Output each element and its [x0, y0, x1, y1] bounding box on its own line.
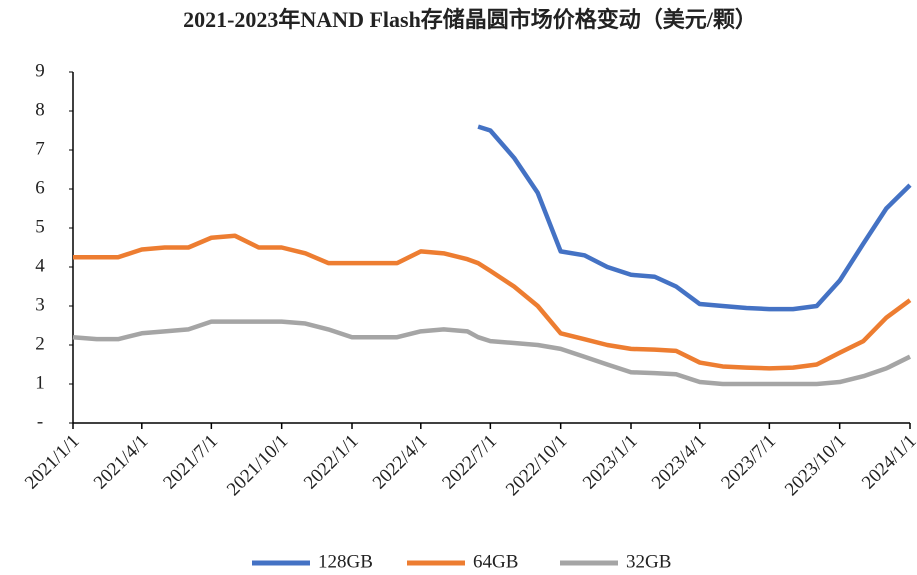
- x-tick-label: 2022/4/1: [369, 431, 432, 494]
- chart-title: 2021-2023年NAND Flash存储晶圆市场价格变动（美元/颗）: [183, 7, 757, 32]
- y-tick-label: 2: [35, 333, 45, 354]
- series-line: [72, 319, 911, 387]
- x-tick-label: 2022/1/1: [300, 431, 363, 494]
- y-tick-label: 7: [35, 138, 45, 159]
- series-line: [73, 233, 912, 371]
- legend-label: 128GB: [318, 551, 373, 572]
- y-tick-label: 5: [35, 216, 45, 237]
- y-tick-label: 8: [35, 99, 45, 120]
- x-tick-label: 2021/1/1: [21, 431, 84, 494]
- legend-label: 64GB: [473, 551, 518, 572]
- series-line: [477, 124, 912, 312]
- y-tick-label: 3: [35, 294, 45, 315]
- y-tick-label: 4: [35, 255, 45, 276]
- x-tick-label: 2023/1/1: [579, 431, 642, 494]
- x-tick-label: 2021/10/1: [223, 431, 292, 500]
- legend-label: 32GB: [626, 551, 671, 572]
- y-tick-label: 9: [35, 60, 45, 81]
- y-tick-label: 1: [35, 372, 45, 393]
- x-tick-label: 2023/10/1: [781, 431, 850, 500]
- x-tick-label: 2022/7/1: [438, 431, 501, 494]
- x-tick-label: 2024/1/1: [858, 431, 917, 494]
- x-tick-label: 2023/4/1: [648, 431, 711, 494]
- y-tick-label: -: [37, 411, 43, 432]
- x-tick-label: 2021/7/1: [159, 431, 222, 494]
- x-tick-label: 2021/4/1: [90, 431, 153, 494]
- x-tick-label: 2022/10/1: [502, 431, 571, 500]
- x-tick-label: 2023/7/1: [717, 431, 780, 494]
- y-tick-label: 6: [35, 177, 45, 198]
